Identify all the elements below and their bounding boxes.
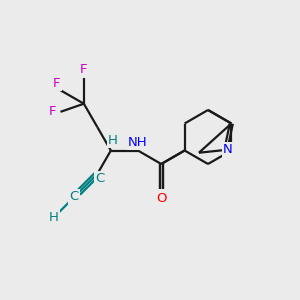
- Text: O: O: [156, 190, 166, 203]
- Text: F: F: [80, 63, 88, 76]
- Text: F: F: [53, 77, 60, 90]
- Text: C: C: [96, 172, 105, 185]
- Text: N: N: [223, 143, 232, 156]
- Text: C: C: [70, 190, 79, 203]
- Text: H: H: [49, 211, 59, 224]
- Text: F: F: [49, 105, 56, 118]
- Text: NH: NH: [128, 136, 148, 149]
- Text: O: O: [156, 191, 166, 205]
- Text: H: H: [108, 134, 118, 147]
